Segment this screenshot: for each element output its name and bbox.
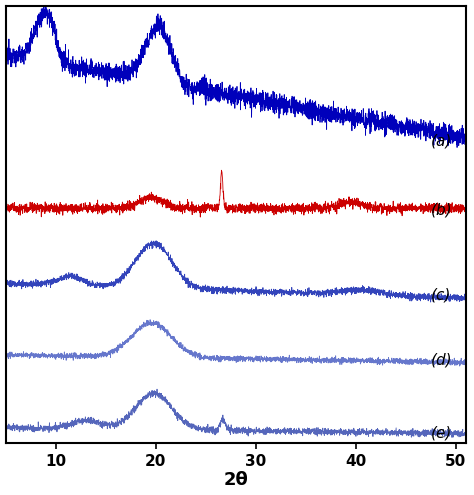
Text: (a): (a) xyxy=(431,134,452,148)
Text: (c): (c) xyxy=(431,288,451,302)
X-axis label: 2θ: 2θ xyxy=(223,471,248,490)
Text: (b): (b) xyxy=(431,202,452,217)
Text: (e): (e) xyxy=(431,426,452,441)
Text: (d): (d) xyxy=(431,352,452,368)
